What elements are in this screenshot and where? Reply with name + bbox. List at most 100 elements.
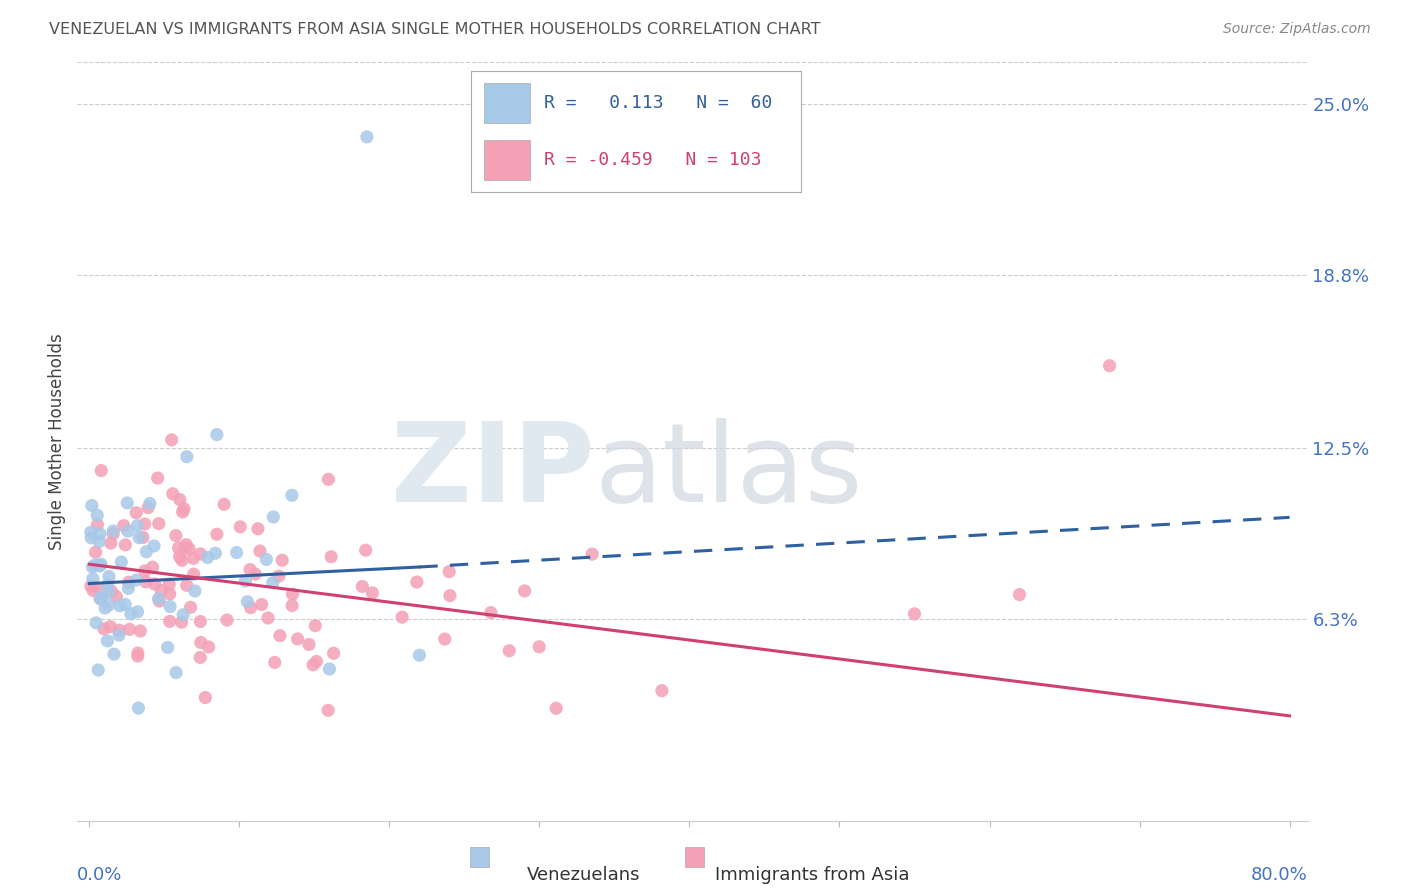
Point bbox=[96, 633, 118, 648]
Text: atlas: atlas bbox=[595, 418, 862, 525]
Point bbox=[250, 598, 273, 612]
Point bbox=[87, 663, 110, 677]
Point bbox=[546, 701, 568, 715]
Point bbox=[117, 575, 139, 590]
Point bbox=[184, 583, 207, 598]
Y-axis label: Single Mother Households: Single Mother Households bbox=[48, 334, 66, 549]
Point bbox=[212, 497, 235, 511]
Point bbox=[181, 551, 204, 566]
Point bbox=[356, 129, 378, 144]
Point bbox=[136, 500, 159, 515]
Point bbox=[205, 527, 228, 541]
Point bbox=[132, 531, 155, 545]
Point bbox=[103, 526, 125, 541]
Point bbox=[354, 543, 377, 558]
Point bbox=[352, 579, 374, 593]
Point bbox=[321, 549, 343, 564]
Point bbox=[114, 598, 136, 612]
Text: 0.0%: 0.0% bbox=[77, 866, 122, 884]
Point bbox=[180, 600, 202, 615]
Point bbox=[118, 623, 141, 637]
Point bbox=[108, 623, 131, 637]
Point bbox=[148, 591, 170, 606]
Point bbox=[225, 545, 247, 559]
Point bbox=[408, 648, 430, 663]
Point bbox=[97, 585, 120, 599]
Text: 80.0%: 80.0% bbox=[1251, 866, 1308, 884]
Point bbox=[89, 534, 111, 549]
Point bbox=[127, 648, 149, 663]
Point bbox=[89, 582, 111, 596]
Point bbox=[87, 558, 110, 573]
Point bbox=[322, 646, 344, 660]
Point bbox=[83, 558, 105, 573]
Point bbox=[262, 575, 284, 590]
Point bbox=[245, 567, 267, 582]
Point bbox=[100, 584, 122, 599]
Point bbox=[135, 574, 157, 589]
Point bbox=[89, 527, 111, 541]
Point bbox=[157, 577, 180, 591]
Point bbox=[235, 574, 257, 588]
Point bbox=[239, 600, 262, 615]
Point bbox=[110, 555, 132, 569]
Point bbox=[84, 615, 107, 630]
Point bbox=[298, 637, 321, 651]
Point bbox=[125, 573, 148, 587]
Point bbox=[117, 496, 139, 510]
Point bbox=[172, 607, 194, 622]
Point bbox=[160, 433, 183, 447]
Point bbox=[167, 541, 190, 555]
Point bbox=[304, 618, 326, 632]
Point bbox=[80, 525, 103, 540]
Point bbox=[108, 628, 131, 642]
Point bbox=[1008, 588, 1031, 602]
Point bbox=[479, 606, 502, 620]
Point bbox=[100, 620, 122, 634]
Point bbox=[257, 611, 280, 625]
Point bbox=[179, 541, 201, 556]
Point bbox=[108, 599, 131, 613]
Point bbox=[156, 640, 179, 655]
Point bbox=[281, 488, 304, 502]
Point bbox=[433, 632, 456, 646]
Point bbox=[103, 647, 125, 661]
Point bbox=[204, 546, 226, 560]
Point bbox=[651, 683, 673, 698]
Point bbox=[84, 545, 107, 559]
Point bbox=[93, 622, 115, 636]
Point bbox=[96, 578, 118, 592]
Point bbox=[117, 524, 139, 538]
Point bbox=[103, 524, 125, 538]
Point bbox=[134, 564, 156, 578]
Point bbox=[114, 538, 136, 552]
Point bbox=[105, 590, 128, 604]
Point bbox=[127, 518, 149, 533]
Point bbox=[97, 598, 120, 612]
Point bbox=[90, 591, 112, 606]
Point bbox=[188, 650, 211, 665]
Point bbox=[172, 505, 194, 519]
Text: Source: ZipAtlas.com: Source: ZipAtlas.com bbox=[1223, 22, 1371, 37]
Point bbox=[267, 569, 290, 583]
Point bbox=[89, 591, 111, 606]
Point bbox=[134, 516, 156, 531]
Point bbox=[513, 583, 536, 598]
Point bbox=[100, 536, 122, 550]
Point bbox=[174, 538, 197, 552]
Point bbox=[90, 464, 112, 478]
Point bbox=[405, 575, 427, 590]
Text: ZIP: ZIP bbox=[391, 418, 595, 525]
Point bbox=[183, 567, 205, 582]
Point bbox=[170, 553, 193, 567]
Point bbox=[125, 506, 148, 520]
Point bbox=[205, 427, 228, 442]
Point bbox=[82, 572, 104, 586]
Point bbox=[141, 560, 163, 574]
Point bbox=[176, 578, 198, 592]
Point bbox=[194, 690, 217, 705]
Point bbox=[97, 569, 120, 583]
Text: Venezuelans: Venezuelans bbox=[526, 866, 640, 884]
Point bbox=[215, 613, 238, 627]
Point bbox=[1098, 359, 1121, 373]
